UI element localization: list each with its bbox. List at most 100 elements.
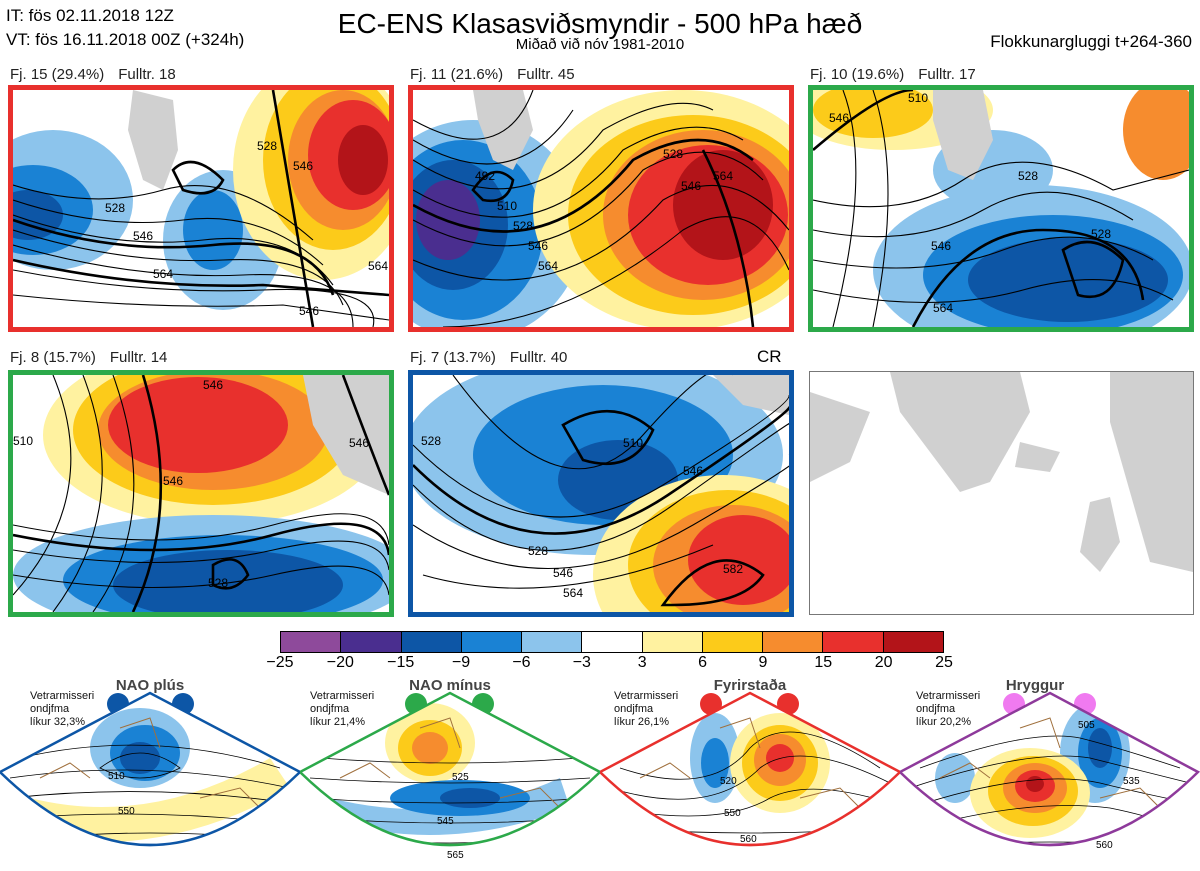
regime-frame — [600, 691, 902, 847]
height-contours — [813, 90, 1189, 327]
regime-note: Vetrarmisseri ondjfma líkur 20,2% — [916, 690, 981, 728]
contour-label: 520 — [720, 776, 737, 787]
contour-label: 546 — [203, 378, 223, 392]
colorbar-tick-label: 25 — [935, 654, 953, 671]
regime-nao-minus: Vetrarmisseri ondjfma líkur 21,4% NAO mínu… — [300, 677, 602, 871]
contour-label: 564 — [933, 301, 953, 315]
colorbar-tick-label: −20 — [326, 654, 354, 671]
cluster-map-fj10: 510 546 528 528 564 546 — [808, 85, 1194, 332]
colorbar-segment — [642, 632, 703, 652]
anomaly-blob — [183, 190, 243, 270]
contour-label: 545 — [437, 816, 454, 827]
regime-title: NAO plús — [115, 677, 185, 694]
height-contours — [413, 375, 789, 589]
regime-title: Fyrirstaða — [713, 677, 787, 694]
contour-label: 528 — [1018, 169, 1038, 183]
contour-label: 535 — [1123, 776, 1140, 787]
regime-frame — [300, 691, 602, 847]
colorbar-segment — [401, 632, 462, 652]
contour-label: 564 — [368, 259, 388, 273]
cluster-label-fj10: Fj. 10 (19.6%) Fulltr. 17 — [810, 66, 976, 83]
regime-title: Hryggur — [1005, 677, 1065, 694]
contour-label: 546 — [349, 436, 369, 450]
regime-note: Vetrarmisseri ondjfma líkur 32,3% — [30, 690, 95, 728]
colorbar-segment — [702, 632, 764, 652]
bold-contours — [13, 90, 389, 327]
land-scandinavia — [713, 375, 789, 415]
colorbar-segment — [823, 632, 884, 652]
anomaly-blob — [968, 238, 1168, 322]
land-greenland — [890, 372, 1030, 492]
colorbar-segment — [341, 632, 402, 652]
land-iceland — [1015, 442, 1060, 472]
regime-note: Vetrarmisseri ondjfma líkur 21,4% — [310, 690, 375, 728]
contour-label: 560 — [1096, 840, 1113, 851]
contour-label: 582 — [723, 562, 743, 576]
land-canada — [810, 392, 870, 482]
contour-label: 550 — [724, 808, 741, 819]
chart-subtitle: Miðað við nóv 1981-2010 — [515, 36, 685, 53]
valid-time: VT: fös 16.11.2018 00Z (+324h) — [6, 30, 245, 49]
control-run-tag: CR — [757, 347, 782, 366]
regime-title: NAO mínus — [409, 677, 491, 694]
anomaly-blob — [113, 550, 343, 612]
contour-label: 528 — [105, 201, 125, 215]
contour-label: 546 — [553, 566, 573, 580]
colorbar-tick-label: −3 — [572, 654, 591, 671]
contour-label: 528 — [208, 576, 228, 590]
anomaly-blob — [1123, 90, 1189, 180]
contour-label: 528 — [528, 544, 548, 558]
cluster-map-fj7: 510 528 528 546 546 564 582 — [408, 370, 794, 617]
contour-label: 510 — [497, 199, 517, 213]
contour-label: 510 — [623, 436, 643, 450]
regime-ridge: Vetrarmisseri ondjfma líkur 20,2% Hryggur — [900, 677, 1200, 871]
cluster-map-fj15: 528 546 564 528 546 564 546 — [8, 85, 394, 332]
colorbar-tick-label: 6 — [698, 654, 707, 671]
colorbar-tick-label: −15 — [387, 654, 415, 671]
contour-label: 546 — [829, 111, 849, 125]
colorbar-tick-label: 3 — [637, 654, 647, 671]
contour-label: 546 — [293, 159, 313, 173]
contour-label: 546 — [528, 239, 548, 253]
issue-time: IT: fös 02.11.2018 12Z — [6, 6, 174, 25]
contour-label: 492 — [475, 169, 495, 183]
land-scandinavia — [303, 375, 389, 495]
contour-label: 528 — [257, 139, 277, 153]
colorbar-tick-label: 9 — [758, 654, 768, 671]
cluster-label-fj7: Fj. 7 (13.7%) Fulltr. 40 — [410, 349, 568, 366]
cluster-label-fj11: Fj. 11 (21.6%) Fulltr. 45 — [410, 66, 575, 83]
colorbar — [280, 631, 944, 653]
colorbar-tick-label: −9 — [451, 654, 471, 671]
contour-label: 510 — [108, 771, 125, 782]
contour-label: 546 — [299, 304, 319, 318]
colorbar-segment — [883, 632, 943, 652]
bold-contours — [413, 405, 789, 607]
contour-label: 505 — [1078, 720, 1095, 731]
colorbar-segment — [461, 632, 523, 652]
contour-label: 528 — [513, 219, 533, 233]
land-british-isles — [1080, 497, 1120, 572]
land-greenland — [128, 90, 178, 190]
colorbar-segment — [281, 632, 342, 652]
regime-frame — [0, 691, 302, 847]
height-contours — [13, 375, 389, 612]
contour-label: 546 — [681, 179, 701, 193]
colorbar-tick-label: −6 — [512, 654, 531, 671]
cluster-label-fj15: Fj. 15 (29.4%) Fulltr. 18 — [10, 66, 176, 83]
contour-label: 564 — [563, 586, 583, 600]
contour-label: 564 — [713, 169, 733, 183]
colorbar-tick-label: 20 — [874, 654, 893, 671]
contour-label: 565 — [447, 850, 464, 861]
land-greenland — [933, 90, 993, 180]
contour-label: 546 — [133, 229, 153, 243]
cluster-map-fj8: 546 546 528 546 510 — [8, 370, 394, 617]
classification-window: Flokkunargluggi t+264-360 — [990, 32, 1192, 51]
land-scandinavia — [1110, 372, 1193, 572]
height-contours — [413, 90, 789, 327]
land-greenland — [473, 90, 533, 170]
contour-label: 546 — [683, 464, 703, 478]
regime-note: Vetrarmisseri ondjfma líkur 26,1% — [614, 690, 679, 728]
colorbar-ticks: −25 −20 −15 −9 −6 −3 3 6 9 15 20 25 — [266, 654, 952, 676]
contour-label: 528 — [421, 434, 441, 448]
contour-label: 510 — [908, 91, 928, 105]
